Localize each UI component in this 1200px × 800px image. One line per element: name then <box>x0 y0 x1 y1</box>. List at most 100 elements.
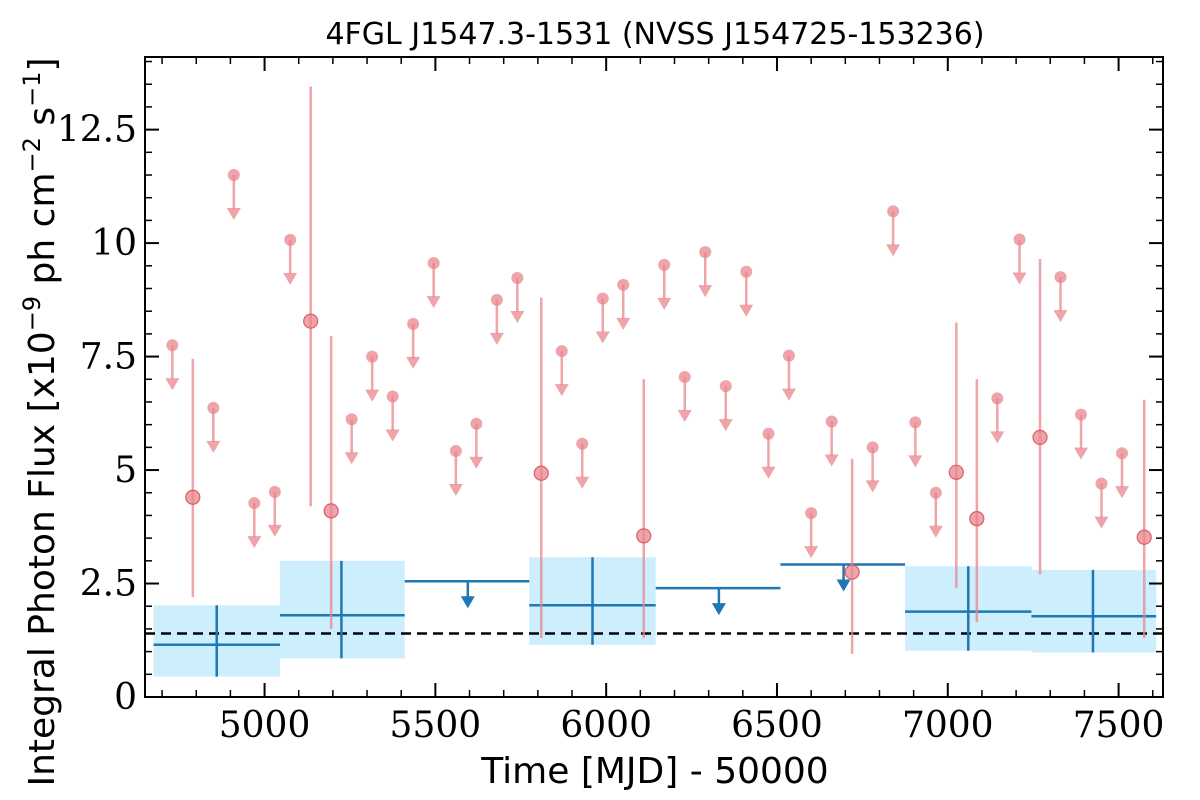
short-bin-upper-limit-arrow <box>385 429 400 442</box>
short-bin-upper-limit-arrow <box>206 440 221 453</box>
short-bin-upper-limit-arrow <box>990 431 1005 444</box>
x-axis-label: Time [MJD] - 50000 <box>480 751 828 792</box>
short-bin-upper-limit-arrow <box>1053 310 1068 323</box>
short-bin-upper-limit-arrow <box>616 317 631 330</box>
short-bin-upper-limit-point <box>576 437 589 450</box>
short-bin-detection-point <box>185 489 201 505</box>
y-axis-label-end: ] <box>22 57 63 71</box>
y-tick-label: 7.5 <box>80 337 137 378</box>
short-bin-upper-limit-arrow <box>1094 516 1109 529</box>
x-tick-label: 7000 <box>902 705 994 746</box>
short-bin-upper-limit-arrow <box>283 272 298 285</box>
short-bin-upper-limit-arrow <box>448 483 463 496</box>
y-axis-label-mid2: s <box>22 107 63 137</box>
short-bins-group <box>165 86 1152 654</box>
short-bin-detection-point <box>969 511 985 527</box>
short-bin-upper-limit-arrow <box>781 388 796 401</box>
short-bin-upper-limit-arrow <box>489 332 504 345</box>
short-bin-upper-limit-point <box>740 265 753 278</box>
short-bin-upper-limit-arrow <box>1074 447 1089 460</box>
x-tick-label: 5500 <box>390 705 482 746</box>
short-bin-upper-limit-point <box>617 278 630 291</box>
short-bin-upper-limit-point <box>699 246 712 259</box>
y-axis-label-exp2: −2 <box>18 137 46 172</box>
x-tick-label: 6000 <box>560 705 652 746</box>
short-bin-upper-limit-arrow <box>804 546 819 559</box>
y-tick-label: 0 <box>114 677 137 718</box>
short-bin-upper-limit-point <box>1054 271 1067 284</box>
short-bin-upper-limit-point <box>929 486 942 499</box>
short-bin-upper-limit-arrow <box>865 480 880 493</box>
short-bin-upper-limit-arrow <box>510 311 525 324</box>
short-bin-upper-limit-arrow <box>718 419 733 432</box>
short-bin-upper-limit-arrow <box>698 285 713 298</box>
y-tick-label: 12.5 <box>57 110 137 151</box>
long-bin-upper-limit-arrow <box>711 603 726 616</box>
short-bin-upper-limit-arrow <box>406 356 421 369</box>
short-bin-upper-limit-arrow <box>677 410 692 422</box>
y-tick-label: 10 <box>91 223 137 264</box>
long-bin-bands <box>153 557 1157 677</box>
axes-frame <box>144 56 1164 698</box>
x-tick-label: 7500 <box>1073 705 1165 746</box>
short-bin-upper-limit-arrow <box>595 331 610 344</box>
short-bin-upper-limit-point <box>1075 408 1088 421</box>
plot-frame <box>144 56 1164 698</box>
axis-ticks <box>145 57 1163 698</box>
short-bin-upper-limit-point <box>887 205 900 218</box>
x-tick-label: 6500 <box>731 705 823 746</box>
short-bin-upper-limit-arrow <box>226 208 241 221</box>
y-axis-label: Integral Photon Flux [x10−9 ph cm−2 s−1] <box>18 57 63 786</box>
short-bin-upper-limit-point <box>366 350 379 363</box>
short-bin-detection-point <box>1136 529 1152 545</box>
short-bin-upper-limit-arrow <box>365 389 380 402</box>
short-bin-upper-limit-point <box>166 339 179 352</box>
long-bin-upper-limit-arrow <box>836 579 851 592</box>
short-bin-detection-point <box>1032 429 1048 445</box>
short-bin-upper-limit-arrow <box>908 455 923 468</box>
short-bin-upper-limit-point <box>719 380 732 393</box>
short-bin-upper-limit-arrow <box>344 452 359 465</box>
short-bin-upper-limit-point <box>207 401 220 414</box>
y-axis-label-mid: ph cm <box>22 172 63 295</box>
short-bin-upper-limit-arrow <box>824 454 839 467</box>
short-bin-detection-point <box>533 465 549 481</box>
short-bin-upper-limit-arrow <box>1012 272 1027 285</box>
short-bin-upper-limit-arrow <box>886 244 901 257</box>
short-bin-upper-limit-point <box>427 257 440 270</box>
short-bin-upper-limit-arrow <box>165 378 180 391</box>
short-bin-detection-point <box>323 503 339 519</box>
short-bin-upper-limit-arrow <box>469 456 484 469</box>
short-bin-upper-limit-point <box>248 497 261 510</box>
chart-title: 4FGL J1547.3-1531 (NVSS J154725-153236) <box>325 17 984 52</box>
short-bin-upper-limit-arrow <box>657 297 672 310</box>
short-bin-upper-limit-point <box>991 392 1004 405</box>
short-bin-upper-limit-point <box>805 507 818 520</box>
x-tick-label: 5000 <box>219 705 311 746</box>
short-bin-upper-limit-arrow <box>554 384 569 397</box>
short-bin-upper-limit-point <box>762 427 775 440</box>
short-bin-detection-point <box>636 528 652 544</box>
short-bin-upper-limit-arrow <box>575 476 590 489</box>
short-bin-upper-limit-arrow <box>247 536 262 549</box>
short-bin-upper-limit-point <box>678 371 691 383</box>
short-bin-detection-point <box>948 464 964 480</box>
short-bin-upper-limit-arrow <box>928 525 943 538</box>
short-bin-upper-limit-point <box>268 485 281 498</box>
y-tick-label: 2.5 <box>80 564 137 605</box>
short-bin-upper-limit-point <box>909 416 922 429</box>
short-bin-upper-limit-point <box>825 415 838 428</box>
short-bin-upper-limit-point <box>511 272 524 285</box>
short-bin-detection-point <box>844 564 860 580</box>
short-bin-upper-limit-point <box>658 258 671 271</box>
short-bin-upper-limit-point <box>555 345 568 358</box>
y-axis-label-exp3: −1 <box>18 72 46 107</box>
short-bin-upper-limit-arrow <box>426 296 441 309</box>
short-bin-detection-point <box>303 313 319 329</box>
short-bin-upper-limit-point <box>345 413 358 426</box>
short-bin-upper-limit-point <box>490 293 503 306</box>
tick-labels: 5000 5500 6000 6500 7000 7500 0 2.5 5 7.5 10 12.5 <box>57 110 1165 746</box>
short-bin-upper-limit-arrow <box>1115 486 1130 499</box>
short-bin-upper-limit-point <box>227 169 240 182</box>
